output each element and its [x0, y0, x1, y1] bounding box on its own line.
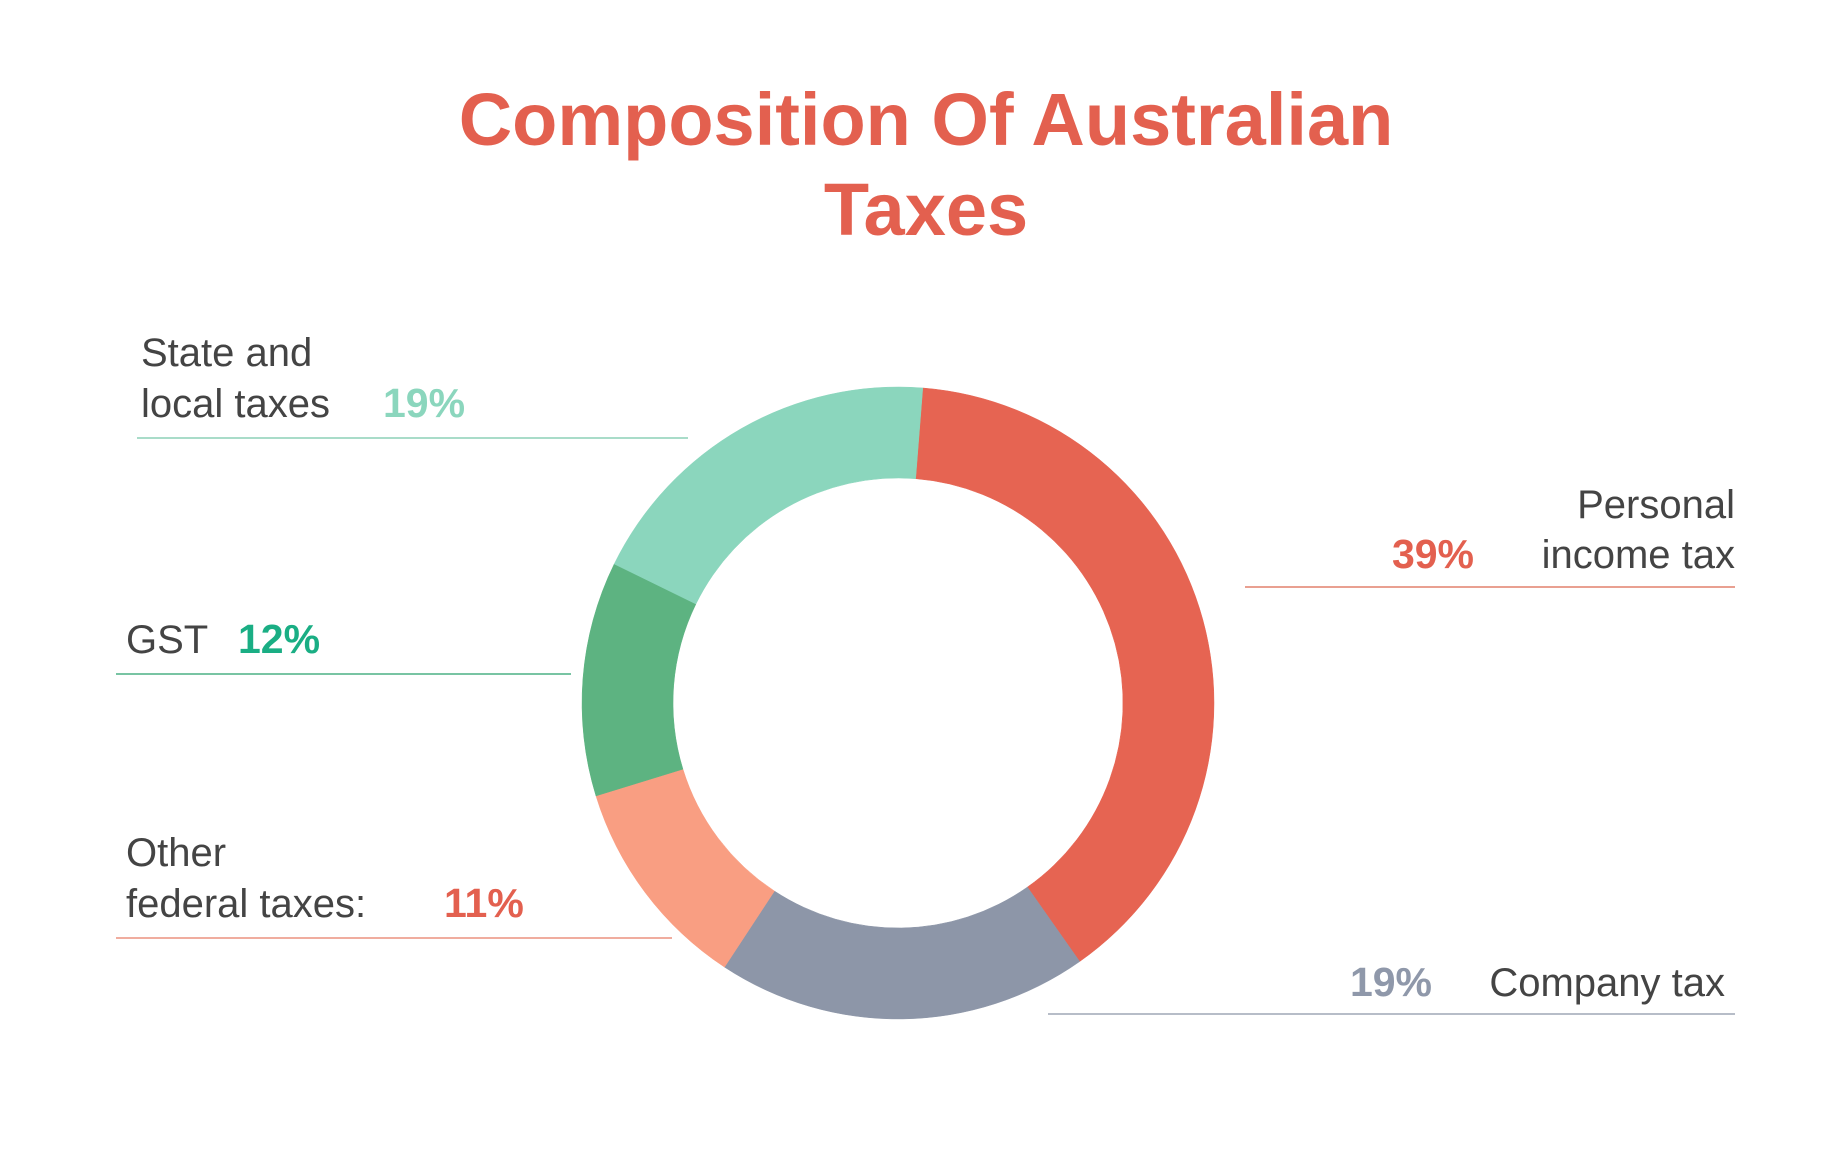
- slice-label-gst: GST: [126, 618, 208, 662]
- slice-percent-state-local: 19%: [383, 380, 465, 426]
- label-group-state-local: State and local taxes 19%: [137, 331, 688, 439]
- slice-label-personal: Personal: [1577, 483, 1735, 527]
- chart-title-line: Taxes: [824, 168, 1028, 251]
- slice-gst: [581, 563, 697, 797]
- slice-percent-personal: 39%: [1392, 531, 1474, 577]
- slice-percent-other-federal: 11%: [444, 880, 524, 926]
- label-group-gst: GST 12%: [116, 616, 571, 675]
- donut-slices: [581, 386, 1215, 1020]
- label-group-company: Company tax 19%: [1048, 959, 1735, 1015]
- slice-label-state-local: State and: [141, 331, 312, 375]
- slice-label-state-local: local taxes: [141, 382, 330, 426]
- slice-percent-company: 19%: [1350, 959, 1432, 1005]
- slice-state-local: [613, 386, 924, 605]
- slice-personal: [915, 387, 1215, 962]
- slice-label-personal: income tax: [1542, 533, 1735, 577]
- slice-label-other-federal: Other: [126, 831, 226, 875]
- label-group-personal: Personal income tax 39%: [1245, 483, 1735, 588]
- slice-company: [724, 886, 1081, 1020]
- slice-labels: Personal income tax 39% Company tax 19% Other…: [116, 331, 1735, 1015]
- slice-label-other-federal: federal taxes:: [126, 882, 366, 926]
- slice-label-company: Company tax: [1489, 961, 1725, 1005]
- slice-percent-gst: 12%: [238, 616, 320, 662]
- label-group-other-federal: Other federal taxes: 11%: [116, 831, 672, 939]
- chart-title-line: Composition Of Australian: [459, 78, 1394, 161]
